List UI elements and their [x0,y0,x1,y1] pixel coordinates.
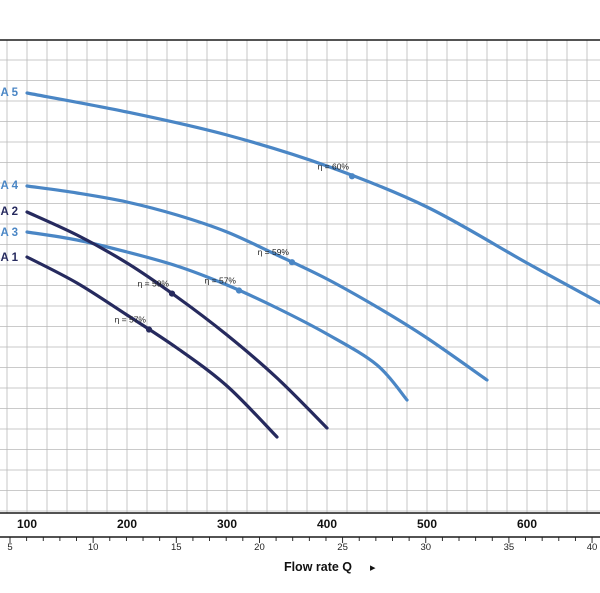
curve-ca-1 [25,255,279,439]
secondary-tick-label: 10 [88,542,99,553]
curve-label-ca-5: CA 5 [0,87,19,99]
curve-ca-5 [25,91,600,305]
secondary-tick-label: 20 [254,542,265,553]
efficiency-label-ca-2: η = 59% [138,279,170,289]
secondary-tick-label: 15 [171,542,182,553]
primary-tick-label: 600 [517,517,537,531]
secondary-x-axis: 5 10 15 20 25 30 35 40 [7,537,598,553]
curve-label-ca-2: CA 2 [0,206,18,218]
efficiency-point-ca-3 [235,287,243,294]
primary-tick-label: 400 [317,517,337,531]
curve-ca-4 [25,184,489,382]
efficiency-label-ca-3: η = 57% [205,276,237,286]
efficiency-point-ca-5 [348,173,356,180]
x-axis-title: Flow rate Q [284,560,352,574]
curve-ca-2 [25,210,329,430]
primary-tick-label: 100 [17,517,37,531]
secondary-tick-label: 35 [504,542,515,553]
primary-tick-label: 200 [117,517,137,531]
efficiency-label-ca-1: η = 57% [115,315,147,325]
primary-tick-label: 500 [417,517,437,531]
curves: CA 5 CA 4 CA 3 CA 2 CA 1 [0,87,600,439]
secondary-tick-label: 25 [337,542,348,553]
efficiency-points: η = 60% η = 59% η = 57% η = 59% η = 57% [115,161,356,333]
efficiency-label-ca-4: η = 59% [258,247,290,257]
curve-ca-3 [25,230,409,402]
primary-tick-label: 300 [217,517,237,531]
curve-label-ca-1: CA 1 [0,252,19,264]
plot-frame [0,39,600,538]
secondary-tick-label: 5 [7,542,12,553]
primary-x-axis: 100 200 300 400 500 600 [17,517,537,531]
efficiency-point-ca-2 [168,290,176,297]
curve-label-ca-3: CA 3 [0,227,18,239]
efficiency-point-ca-1 [145,326,153,333]
efficiency-point-ca-4 [288,259,296,266]
curve-label-ca-4: CA 4 [0,180,19,192]
secondary-tick-label: 40 [587,542,598,553]
secondary-tick-label: 30 [420,542,431,553]
grid [0,40,600,513]
axis-arrow-icon: ▸ [370,562,376,574]
efficiency-label-ca-5: η = 60% [318,161,350,171]
